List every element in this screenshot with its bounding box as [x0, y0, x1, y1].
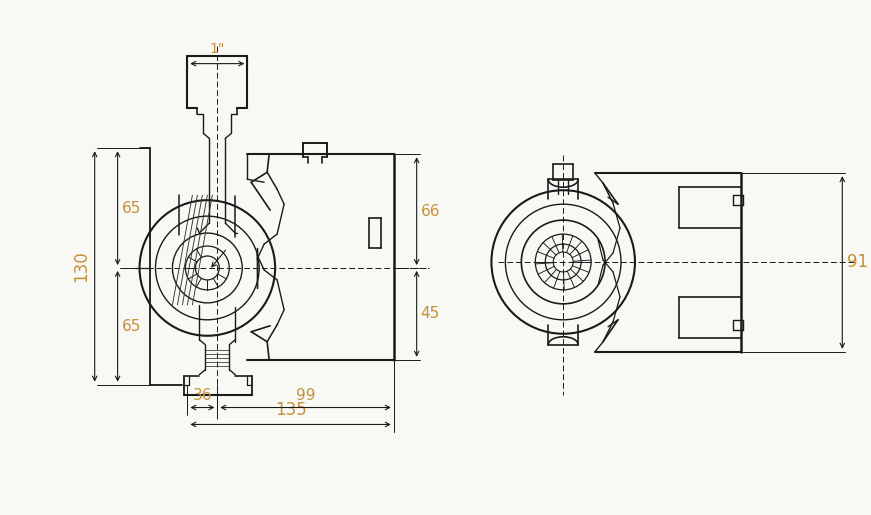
Text: 65: 65 [122, 319, 141, 334]
Text: 36: 36 [192, 387, 213, 403]
Text: 66: 66 [421, 203, 440, 219]
Text: 135: 135 [274, 402, 307, 420]
Text: 91: 91 [847, 253, 868, 271]
Text: 45: 45 [421, 306, 440, 321]
Text: 130: 130 [71, 251, 90, 282]
Text: 65: 65 [122, 201, 141, 216]
Text: 1": 1" [210, 42, 225, 56]
Text: 99: 99 [296, 387, 315, 403]
